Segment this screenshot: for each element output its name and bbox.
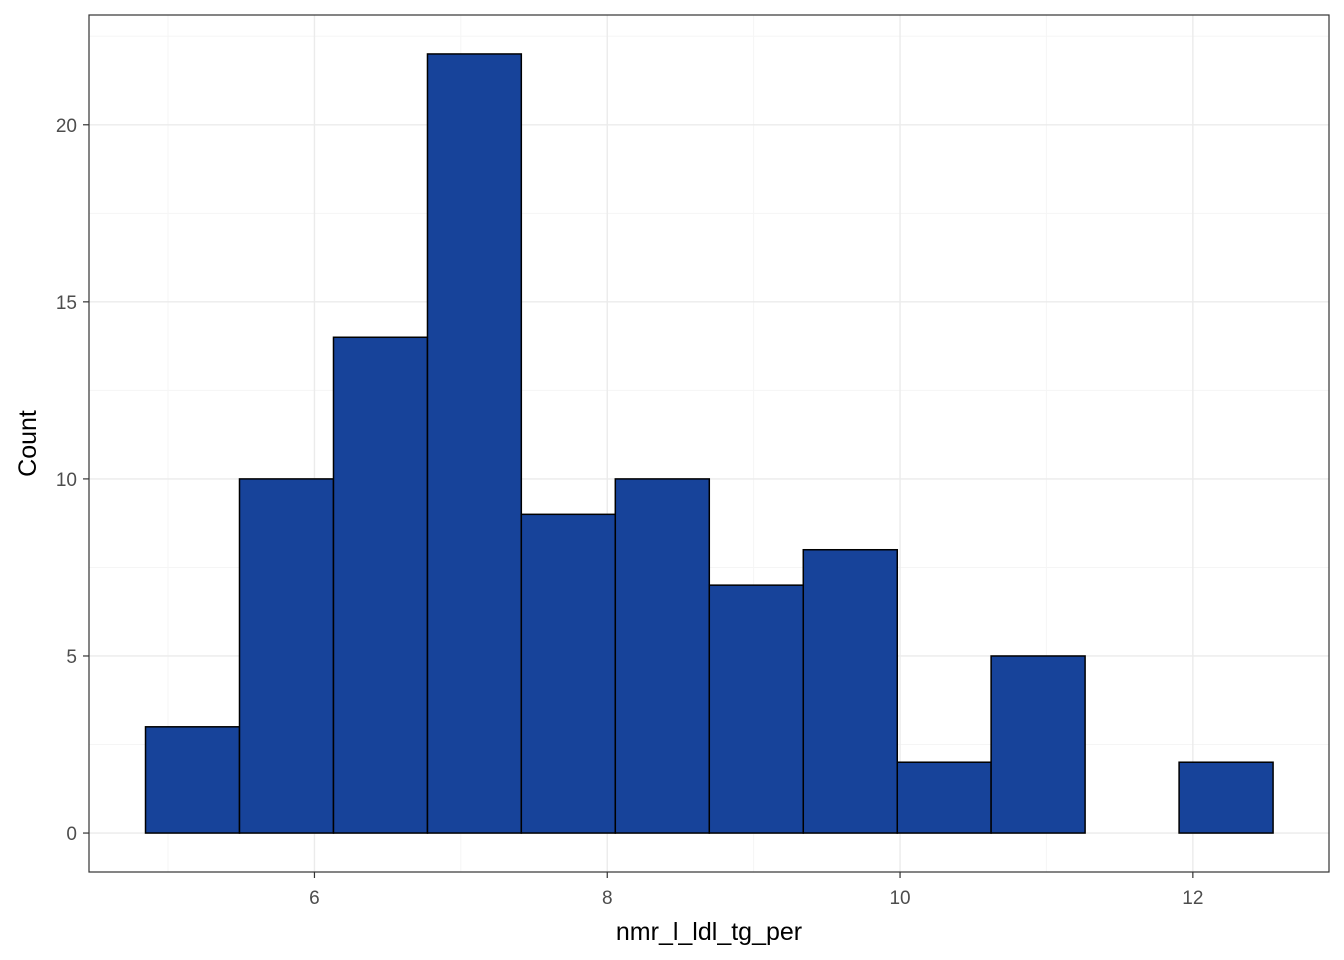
histogram-bars xyxy=(144,53,1274,834)
x-axis-title: nmr_l_ldl_tg_per xyxy=(616,918,802,946)
y-tick-label: 10 xyxy=(56,470,77,491)
y-axis-ticks: 0 5 10 15 20 xyxy=(56,116,89,845)
y-tick-label: 20 xyxy=(56,116,77,137)
x-axis-ticks: 6 8 10 12 xyxy=(309,872,1203,909)
histogram-bar-3 xyxy=(332,336,429,834)
histogram-bar-1 xyxy=(144,726,241,834)
histogram-bar-8 xyxy=(802,548,899,834)
histogram-bar-9 xyxy=(896,761,992,834)
panel-border xyxy=(88,14,1330,873)
histogram-bar-4 xyxy=(426,53,523,834)
histogram-bar-2 xyxy=(238,478,335,834)
histogram-bar-5 xyxy=(520,513,617,834)
histogram-bar-6 xyxy=(614,478,711,834)
x-tick-label: 8 xyxy=(602,888,613,909)
x-tick-label: 12 xyxy=(1182,888,1203,909)
y-tick-label: 5 xyxy=(66,647,77,668)
x-tick-label: 10 xyxy=(889,888,910,909)
x-tick-label: 6 xyxy=(309,888,320,909)
histogram-bar-7 xyxy=(708,584,805,834)
histogram-bar-10 xyxy=(990,655,1086,834)
y-tick-label: 0 xyxy=(66,824,77,845)
y-axis-title: Count xyxy=(14,410,42,477)
histogram-bar-12 xyxy=(1178,761,1274,834)
y-tick-label: 15 xyxy=(56,293,77,314)
